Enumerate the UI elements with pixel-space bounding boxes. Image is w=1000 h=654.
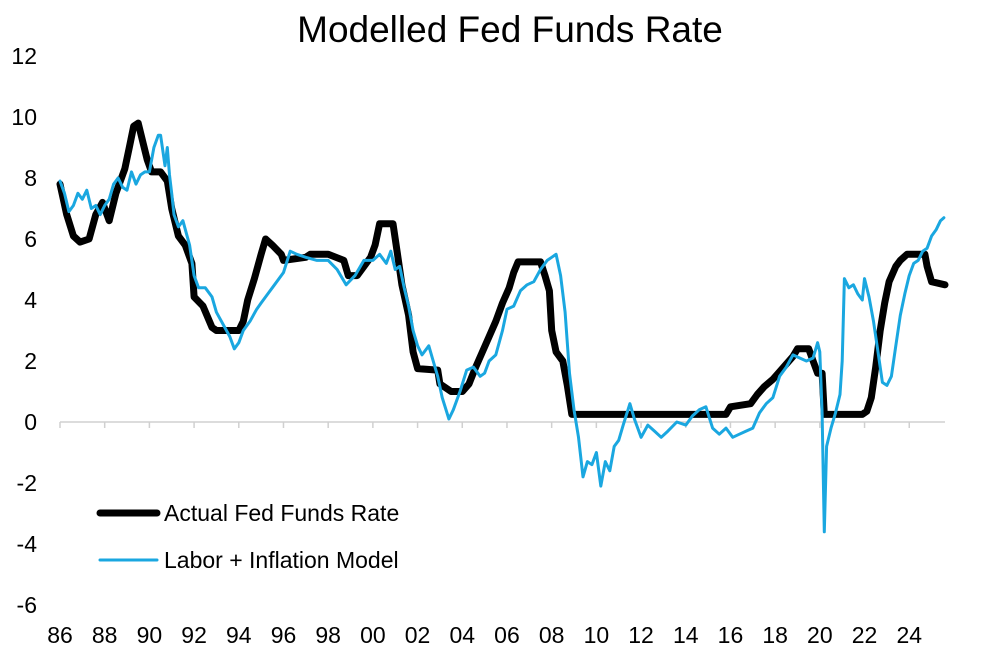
y-tick-label: 4 — [24, 287, 37, 313]
legend-label-actual: Actual Fed Funds Rate — [164, 500, 399, 526]
y-tick-label: 8 — [24, 165, 37, 191]
x-tick-label: 20 — [807, 622, 833, 648]
y-tick-label: -4 — [17, 531, 38, 557]
x-tick-label: 86 — [47, 622, 73, 648]
x-tick-label: 22 — [852, 622, 878, 648]
x-tick-label: 88 — [92, 622, 118, 648]
y-tick-label: 2 — [24, 348, 37, 374]
x-tick-label: 98 — [315, 622, 341, 648]
series-line-labor-inflation-model — [58, 133, 946, 534]
y-tick-label: 10 — [11, 104, 37, 130]
x-tick-label: 90 — [137, 622, 163, 648]
x-tick-label: 92 — [181, 622, 207, 648]
x-tick-label: 96 — [271, 622, 297, 648]
series-layer — [56, 119, 949, 534]
x-tick-label: 08 — [539, 622, 565, 648]
series-line-actual-fed-funds-rate — [56, 119, 949, 418]
legend: Actual Fed Funds Rate Labor + Inflation … — [96, 500, 399, 573]
x-tick-label: 02 — [405, 622, 431, 648]
y-axis: 12 10 8 6 4 2 0 -2 -4 -6 — [11, 43, 37, 618]
x-tick-label: 16 — [718, 622, 744, 648]
x-tick-label: 94 — [226, 622, 252, 648]
x-tick-label: 24 — [896, 622, 922, 648]
y-tick-label: 0 — [24, 409, 37, 435]
x-tick-label: 04 — [449, 622, 475, 648]
x-tick-label: 10 — [584, 622, 610, 648]
y-tick-label: 6 — [24, 226, 37, 252]
legend-label-model: Labor + Inflation Model — [164, 547, 399, 573]
y-tick-label: -2 — [17, 470, 37, 496]
y-tick-label: -6 — [17, 592, 37, 618]
x-tick-label: 14 — [673, 622, 699, 648]
x-tick-label: 12 — [628, 622, 654, 648]
x-axis: 86 88 90 92 94 96 98 00 02 04 06 08 10 12 14 16 18 20 22 24 — [47, 421, 945, 648]
x-tick-label: 18 — [762, 622, 788, 648]
chart-title: Modelled Fed Funds Rate — [297, 9, 723, 50]
y-tick-label: 12 — [11, 43, 37, 69]
x-tick-label: 06 — [494, 622, 520, 648]
x-tick-label: 00 — [360, 622, 386, 648]
